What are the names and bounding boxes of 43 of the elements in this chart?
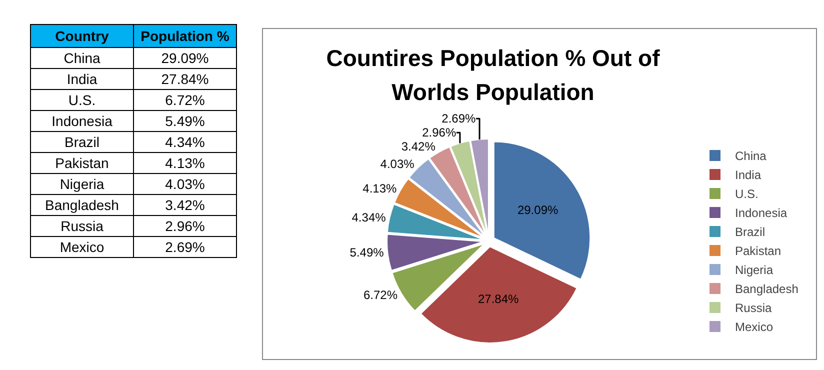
category-label: Brazil — [64, 134, 100, 150]
data-label: 27.84% — [478, 292, 519, 306]
text: Country — [30, 24, 134, 48]
data-label: 3.42% — [401, 140, 436, 154]
legend-label: Pakistan — [735, 244, 782, 258]
category-label: Pakistan — [55, 155, 109, 171]
category-label: Nigeria — [60, 176, 104, 192]
legend-label: Russia — [735, 301, 772, 316]
text: 29.09% — [161, 50, 209, 66]
category-label: Russia — [60, 218, 104, 234]
text: Population % — [134, 24, 236, 48]
text: 2.96% — [165, 218, 205, 234]
category-label: Bangladesh — [45, 197, 119, 213]
legend-label: Indonesia — [735, 206, 788, 220]
legend-label: Bangladesh — [735, 282, 798, 296]
legend-label: China — [735, 149, 767, 164]
category-label: Mexico — [60, 239, 104, 255]
category-label: India — [66, 71, 98, 87]
text: 5.49% — [165, 113, 205, 129]
legend-label: India — [735, 168, 762, 182]
data-label: 5.49% — [350, 246, 384, 260]
data-label: 4.03% — [380, 156, 415, 171]
category-label: China — [64, 50, 100, 66]
data-label: 29.09% — [517, 203, 558, 218]
legend-label: U.S. — [735, 187, 758, 202]
data-label: 6.72% — [363, 288, 398, 302]
chart-title: Countires Population % Out of Worlds Population — [325, 44, 661, 107]
text: 6.72% — [165, 92, 205, 108]
text: 2.69% — [165, 239, 205, 255]
category-label: U.S. — [68, 92, 96, 108]
legend-label: Brazil — [735, 225, 766, 240]
text: 27.84% — [161, 71, 209, 87]
data-label: 4.13% — [362, 182, 397, 196]
legend-label: Mexico — [735, 320, 774, 334]
data-label: 2.96% — [422, 126, 456, 140]
text: 4.34% — [165, 134, 205, 150]
data-label: 2.69% — [442, 112, 476, 126]
text: 4.13% — [165, 155, 205, 171]
legend-label: Nigeria — [735, 263, 774, 278]
text: 4.03% — [165, 176, 205, 192]
data-label: 4.34% — [352, 210, 386, 225]
text: 3.42% — [165, 197, 205, 213]
category-label: Indonesia — [52, 113, 112, 129]
